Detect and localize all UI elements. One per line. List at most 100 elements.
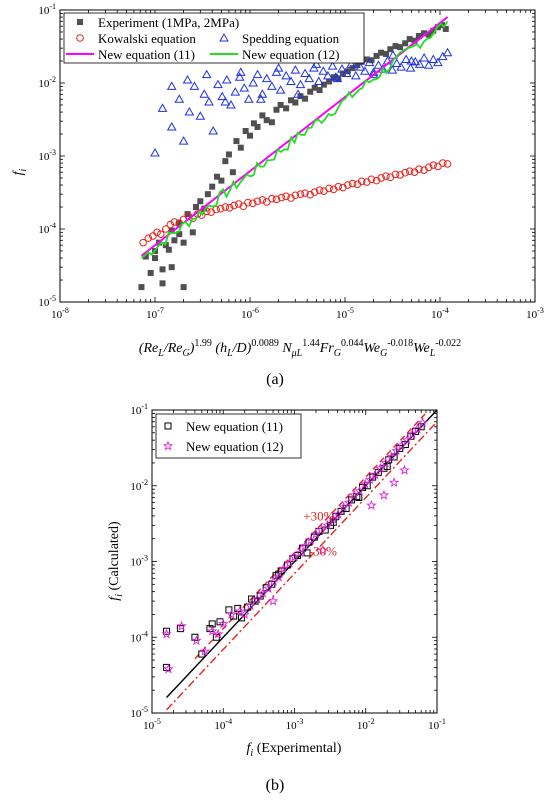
data-point bbox=[275, 570, 283, 578]
data-point bbox=[396, 440, 407, 450]
data-point bbox=[295, 79, 306, 89]
reference-line-dash-dot bbox=[166, 421, 438, 711]
data-point bbox=[424, 163, 433, 172]
data-point bbox=[144, 234, 153, 242]
data-point bbox=[386, 451, 397, 462]
data-point bbox=[328, 513, 339, 524]
data-point bbox=[268, 119, 275, 126]
data-point bbox=[209, 183, 216, 190]
data-point bbox=[329, 518, 337, 526]
data-point bbox=[161, 628, 172, 639]
data-point bbox=[348, 179, 357, 188]
data-point bbox=[243, 94, 254, 103]
x-tick-label: 10-8 bbox=[51, 306, 69, 321]
data-point bbox=[412, 423, 423, 434]
reference-line-dash bbox=[194, 412, 427, 660]
data-point bbox=[176, 620, 187, 631]
data-point bbox=[399, 464, 410, 475]
data-point bbox=[178, 136, 189, 145]
data-point bbox=[407, 428, 418, 439]
data-point bbox=[255, 94, 266, 103]
data-point bbox=[368, 57, 375, 64]
data-point bbox=[191, 635, 202, 646]
data-point bbox=[401, 54, 411, 63]
legend-marker bbox=[77, 19, 83, 25]
legend-marker bbox=[76, 34, 84, 42]
data-point bbox=[252, 593, 263, 604]
data-point bbox=[168, 264, 175, 271]
data-point bbox=[278, 563, 289, 574]
data-point bbox=[216, 204, 225, 213]
data-point bbox=[366, 499, 377, 510]
y-tick-label: 10-5 bbox=[130, 705, 148, 720]
data-point bbox=[153, 228, 161, 237]
data-point bbox=[261, 73, 272, 83]
data-point bbox=[346, 59, 356, 68]
data-point bbox=[204, 96, 214, 106]
series-0 bbox=[163, 423, 425, 671]
data-point bbox=[201, 69, 212, 79]
data-point bbox=[166, 81, 177, 90]
data-point bbox=[248, 77, 259, 87]
legend-label: Kowalski equation bbox=[98, 31, 196, 46]
data-point bbox=[388, 477, 400, 488]
data-point bbox=[162, 225, 170, 233]
data-point bbox=[428, 54, 439, 63]
data-point bbox=[391, 58, 402, 67]
x-tick-label: 10-4 bbox=[214, 717, 232, 732]
data-point bbox=[222, 158, 229, 165]
y-tick-label: 10-3 bbox=[38, 148, 56, 163]
data-point bbox=[267, 81, 277, 90]
data-point bbox=[326, 78, 333, 85]
data-point bbox=[316, 87, 323, 94]
data-point bbox=[138, 284, 145, 291]
data-point bbox=[401, 434, 413, 445]
data-point bbox=[283, 105, 290, 112]
data-point bbox=[300, 68, 310, 77]
data-point bbox=[230, 201, 238, 210]
data-point bbox=[327, 61, 338, 70]
data-point bbox=[230, 87, 241, 96]
data-point bbox=[315, 186, 324, 195]
data-point bbox=[392, 43, 399, 50]
data-point bbox=[226, 609, 237, 619]
legend-label: Experiment (1MPa, 2MPa) bbox=[98, 15, 239, 30]
data-point bbox=[165, 246, 172, 253]
data-point bbox=[168, 227, 175, 234]
data-point bbox=[204, 191, 211, 198]
data-point bbox=[318, 66, 329, 75]
legend: New equation (11) New equation (12) bbox=[155, 413, 302, 459]
data-point bbox=[442, 47, 453, 57]
data-point bbox=[253, 197, 262, 206]
data-point bbox=[267, 595, 279, 606]
data-point bbox=[184, 211, 191, 218]
data-point bbox=[268, 194, 276, 203]
data-point bbox=[208, 125, 219, 135]
data-point bbox=[339, 70, 346, 77]
data-point bbox=[310, 188, 319, 196]
panel-a: 10-8 10-7 10-6 10-5 10-4 10-3 10-5 10-4 10-3 10-2… bbox=[11, 2, 544, 388]
data-point bbox=[334, 182, 343, 191]
legend-label: Spedding equation bbox=[242, 31, 340, 46]
x-tick-label: 10-5 bbox=[336, 306, 354, 321]
data-point bbox=[343, 497, 355, 507]
data-point bbox=[297, 93, 304, 100]
data-point bbox=[271, 67, 282, 76]
x-tick-label: 10-3 bbox=[526, 306, 544, 321]
legend-label: New equation (12) bbox=[242, 47, 339, 62]
data-point bbox=[414, 59, 425, 68]
data-point bbox=[363, 56, 370, 63]
legend-marker bbox=[162, 440, 174, 451]
data-point bbox=[304, 73, 315, 83]
data-point bbox=[423, 60, 434, 69]
data-point bbox=[242, 128, 249, 135]
data-point bbox=[378, 49, 385, 56]
data-point bbox=[294, 547, 306, 558]
data-point bbox=[350, 70, 361, 80]
data-point bbox=[174, 94, 185, 103]
data-point bbox=[273, 571, 284, 582]
data-point bbox=[303, 549, 311, 557]
data-point bbox=[147, 269, 154, 276]
data-point bbox=[382, 50, 389, 57]
data-point bbox=[419, 52, 429, 62]
